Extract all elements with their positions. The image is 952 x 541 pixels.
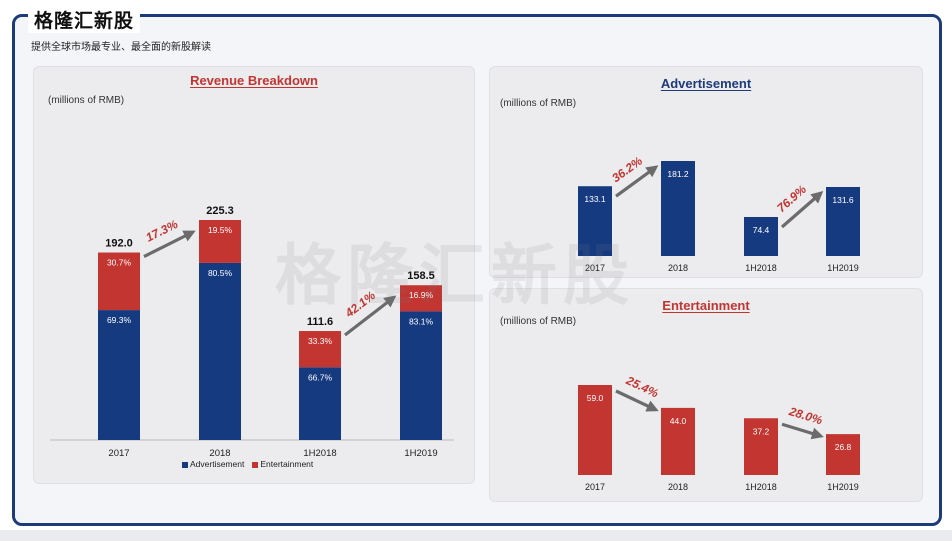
revenue-breakdown-chart: 69.3% 30.7% 192.0 2017 80.5% 19.5% 225.3 2018 66… [50, 205, 454, 459]
revenue-total-label: 111.6 [307, 316, 333, 328]
entertainment-growth-0-arrow-head [645, 400, 659, 412]
revenue-total-label: 225.3 [206, 205, 234, 217]
revenue-advertisement-share-label: 83.1% [409, 316, 434, 326]
revenue-legend: Advertisement Entertainment [182, 459, 313, 469]
revenue-category-tick: 1H2019 [404, 448, 437, 459]
advertisement-category-tick: 1H2019 [827, 263, 859, 273]
brand-title: 格隆汇新股 [28, 6, 141, 33]
revenue-entertainment-share-label: 30.7% [107, 258, 132, 268]
advertisement-bar [744, 216, 778, 256]
entertainment-growth-1-growth-label: 28.0% [787, 404, 825, 428]
revenue-entertainment-share-label: 19.5% [208, 225, 233, 235]
entertainment-title: Entertainment [662, 298, 750, 313]
brand-subtitle: 提供全球市场最专业、最全面的新股解读 [31, 42, 211, 53]
entertainment-category-tick: 2018 [668, 482, 688, 492]
advertisement-unit-label: (millions of RMB) [500, 98, 577, 109]
entertainment-growth-1-arrow-head [810, 427, 824, 440]
entertainment-value-label: 37.2 [753, 426, 770, 436]
revenue-bar-entertainment [299, 331, 341, 368]
revenue-growth-1-growth-label: 42.1% [342, 288, 379, 321]
advertisement-category-tick: 1H2018 [745, 263, 777, 273]
revenue-advertisement-share-label: 69.3% [107, 315, 132, 325]
revenue-bar-advertisement [199, 262, 241, 440]
advertisement-bar [661, 161, 695, 256]
advertisement-title: Advertisement [660, 76, 752, 91]
entertainment-category-tick: 1H2018 [745, 482, 777, 492]
entertainment-bar [744, 418, 778, 475]
advertisement-value-label: 181.2 [667, 169, 689, 179]
revenue-advertisement-share-label: 66.7% [308, 372, 333, 382]
advertisement-panel: Advertisement (millions of RMB) 133.1 201… [489, 66, 923, 278]
revenue-category-tick: 1H2018 [303, 448, 336, 459]
revenue-breakdown-panel: Revenue Breakdown (millions of RMB) 69.3… [33, 66, 475, 484]
revenue-advertisement-share-label: 80.5% [208, 268, 233, 278]
entertainment-bar [826, 434, 860, 475]
advertisement-growth-1-arrow-head [810, 191, 824, 204]
advertisement-growth-1-growth-label: 76.9% [774, 182, 809, 215]
revenue-breakdown-title: Revenue Breakdown [190, 73, 318, 88]
advertisement-value-label: 133.1 [584, 194, 606, 204]
advertisement-chart: 133.12017181.2201874.41H2018131.61H20193… [578, 154, 860, 273]
entertainment-value-label: 26.8 [835, 442, 852, 452]
legend-advertisement: Advertisement [182, 459, 244, 469]
revenue-growth-0-arrow-head [182, 230, 196, 242]
revenue-unit-label: (millions of RMB) [48, 95, 125, 106]
entertainment-category-tick: 2017 [585, 482, 605, 492]
advertisement-value-label: 131.6 [832, 195, 854, 205]
revenue-category-tick: 2017 [108, 448, 129, 459]
revenue-category-tick: 2018 [209, 448, 230, 459]
entertainment-unit-label: (millions of RMB) [500, 316, 577, 327]
revenue-bar-entertainment [199, 220, 241, 263]
revenue-entertainment-share-label: 16.9% [409, 290, 434, 300]
revenue-bar-advertisement [98, 310, 140, 440]
revenue-entertainment-share-label: 33.3% [308, 336, 333, 346]
entertainment-value-label: 44.0 [670, 416, 687, 426]
entertainment-category-tick: 1H2019 [827, 482, 859, 492]
advertisement-category-tick: 2018 [668, 263, 688, 273]
advertisement-bar [578, 186, 612, 256]
revenue-total-label: 158.5 [407, 270, 435, 282]
advertisement-value-label: 74.4 [753, 225, 770, 235]
revenue-bar-entertainment [98, 252, 140, 311]
entertainment-value-label: 59.0 [587, 393, 604, 403]
revenue-growth-0-arrow-shaft [143, 230, 194, 258]
revenue-growth-1-arrow-head [383, 295, 397, 308]
advertisement-bar [826, 187, 860, 256]
revenue-growth-1-arrow-shaft [344, 295, 395, 337]
revenue-total-label: 192.0 [105, 238, 133, 250]
entertainment-chart: 59.0201744.0201837.21H201826.81H201925.4… [578, 373, 860, 492]
legend-entertainment: Entertainment [252, 459, 313, 469]
entertainment-bar [661, 407, 695, 475]
revenue-bar-advertisement [299, 367, 341, 440]
revenue-bar-entertainment [400, 285, 442, 312]
bottom-bar [0, 530, 952, 541]
entertainment-panel: Entertainment (millions of RMB) 59.0 2017… [489, 288, 923, 502]
entertainment-bar [578, 385, 612, 475]
advertisement-growth-0-arrow-head [645, 165, 659, 178]
advertisement-category-tick: 2017 [585, 263, 605, 273]
revenue-bar-advertisement [400, 311, 442, 440]
